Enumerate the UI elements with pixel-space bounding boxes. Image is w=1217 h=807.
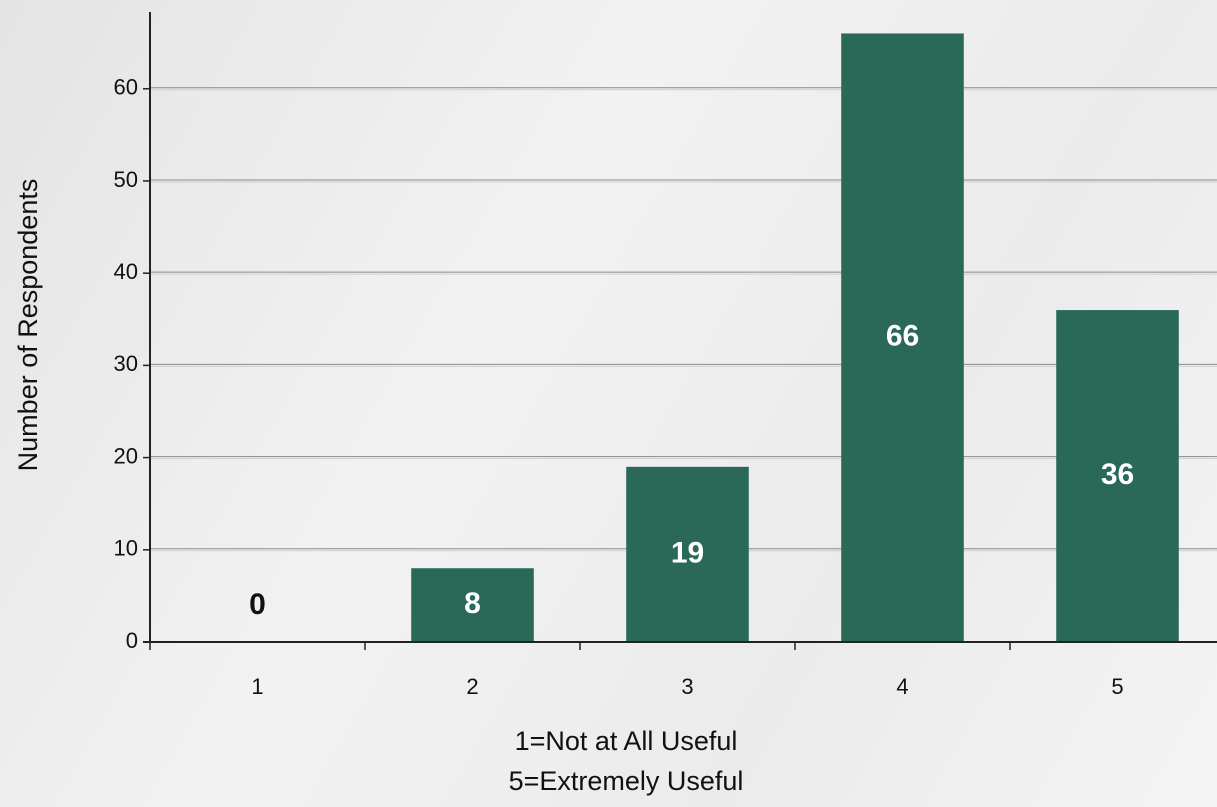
- y-axis-title: Number of Respondents: [13, 179, 43, 472]
- x-axis-title: 5=Extremely Useful: [509, 766, 744, 796]
- y-tick-label: 60: [114, 75, 138, 100]
- x-tick-label: 2: [466, 674, 478, 699]
- y-tick-label: 40: [114, 259, 138, 284]
- x-tick-label: 4: [896, 674, 908, 699]
- x-tick-label: 1: [251, 674, 263, 699]
- y-tick-label: 50: [114, 167, 138, 192]
- x-axis-title: 1=Not at All Useful: [515, 726, 738, 756]
- data-label: 0: [249, 588, 266, 621]
- x-tick-label: 3: [681, 674, 693, 699]
- data-label: 19: [671, 536, 704, 569]
- data-label: 66: [886, 320, 919, 353]
- bar: [841, 33, 964, 643]
- bar: [411, 568, 534, 642]
- y-tick-label: 10: [114, 536, 138, 561]
- y-tick-label: 30: [114, 351, 138, 376]
- bar: [626, 466, 749, 642]
- data-label: 8: [464, 587, 481, 620]
- bar: [1056, 310, 1179, 642]
- x-tick-label: 5: [1111, 674, 1123, 699]
- y-tick-label: 20: [114, 443, 138, 468]
- y-tick-label: 0: [126, 628, 138, 653]
- data-label: 36: [1101, 458, 1134, 491]
